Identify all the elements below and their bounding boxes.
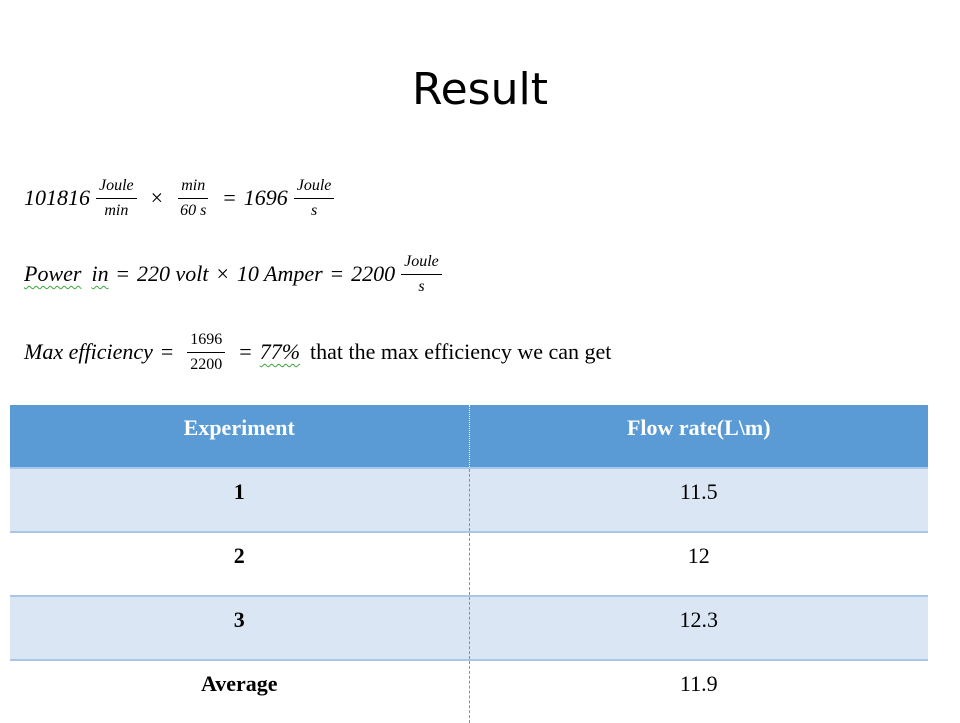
energy-value: 101816 [24, 185, 90, 210]
fraction-numerator: 1696 [187, 330, 226, 353]
fraction-joule-per-s: Joule s [401, 252, 442, 297]
fraction-joule-per-s: Joule s [293, 176, 335, 221]
times-sign: × [216, 261, 229, 286]
equals-sign: = [116, 261, 129, 286]
efficiency-result: 77% [259, 339, 301, 364]
equals-sign: = [160, 339, 174, 364]
power-word: Power [24, 261, 82, 286]
flow-rate-cell: 11.5 [468, 467, 928, 532]
fraction-denominator: s [418, 277, 425, 295]
table-row: 3 12.3 [10, 595, 928, 660]
flow-rate-cell: 12.3 [468, 595, 928, 660]
fraction-efficiency: 1696 2200 [187, 330, 226, 375]
equals-sign: = [223, 185, 236, 210]
power-result: 2200 [351, 261, 396, 286]
efficiency-label: Max efficiency [24, 339, 153, 364]
table-row: 1 11.5 [10, 467, 928, 532]
column-header-experiment: Experiment [10, 405, 469, 468]
in-word: in [91, 261, 109, 286]
current-term: 10 Amper [236, 261, 323, 286]
fraction-joule-per-min: Joule min [96, 176, 137, 221]
fraction-denominator: s [310, 201, 318, 219]
voltage-term: 220 volt [137, 261, 209, 286]
fraction-numerator: Joule [293, 176, 335, 199]
equals-sign: = [330, 261, 344, 286]
table-row: Average 11.9 [10, 659, 928, 723]
fraction-min-per-60s: min 60 s [177, 176, 209, 221]
experiment-cell: 1 [10, 467, 469, 532]
fraction-denominator: 2200 [190, 355, 223, 373]
fraction-numerator: min [178, 176, 209, 199]
experiment-cell: 2 [10, 531, 469, 596]
equation-power-in: Power in = 220 volt × 10 Amper = 2200 Jo… [24, 246, 448, 302]
experiment-cell: Average [10, 659, 469, 723]
experiment-cell: 3 [10, 595, 469, 660]
flow-rate-cell: 11.9 [468, 659, 928, 723]
flow-rate-cell: 12 [468, 531, 928, 596]
efficiency-note: that the max efficiency we can get [310, 339, 612, 364]
equals-sign: = [239, 339, 252, 364]
energy-result: 1696 [243, 185, 288, 210]
fraction-denominator: 60 s [180, 201, 207, 219]
fraction-denominator: min [104, 201, 129, 219]
column-header-flow-rate: Flow rate(L\m) [468, 405, 928, 468]
table-row: 2 12 [10, 531, 928, 596]
times-sign: × [150, 185, 164, 210]
slide-title: Result [412, 64, 548, 115]
table-header-row: Experiment Flow rate(L\m) [10, 405, 928, 468]
fraction-numerator: Joule [96, 176, 137, 199]
fraction-numerator: Joule [401, 252, 442, 275]
equation-energy-rate: 101816 Joule min × min 60 s = 1696 Joule… [24, 170, 340, 226]
flow-rate-table: Experiment Flow rate(L\m) 1 11.5 2 12 3 … [10, 405, 928, 723]
equation-max-efficiency: Max efficiency = 1696 2200 = 77% that th… [24, 324, 611, 380]
